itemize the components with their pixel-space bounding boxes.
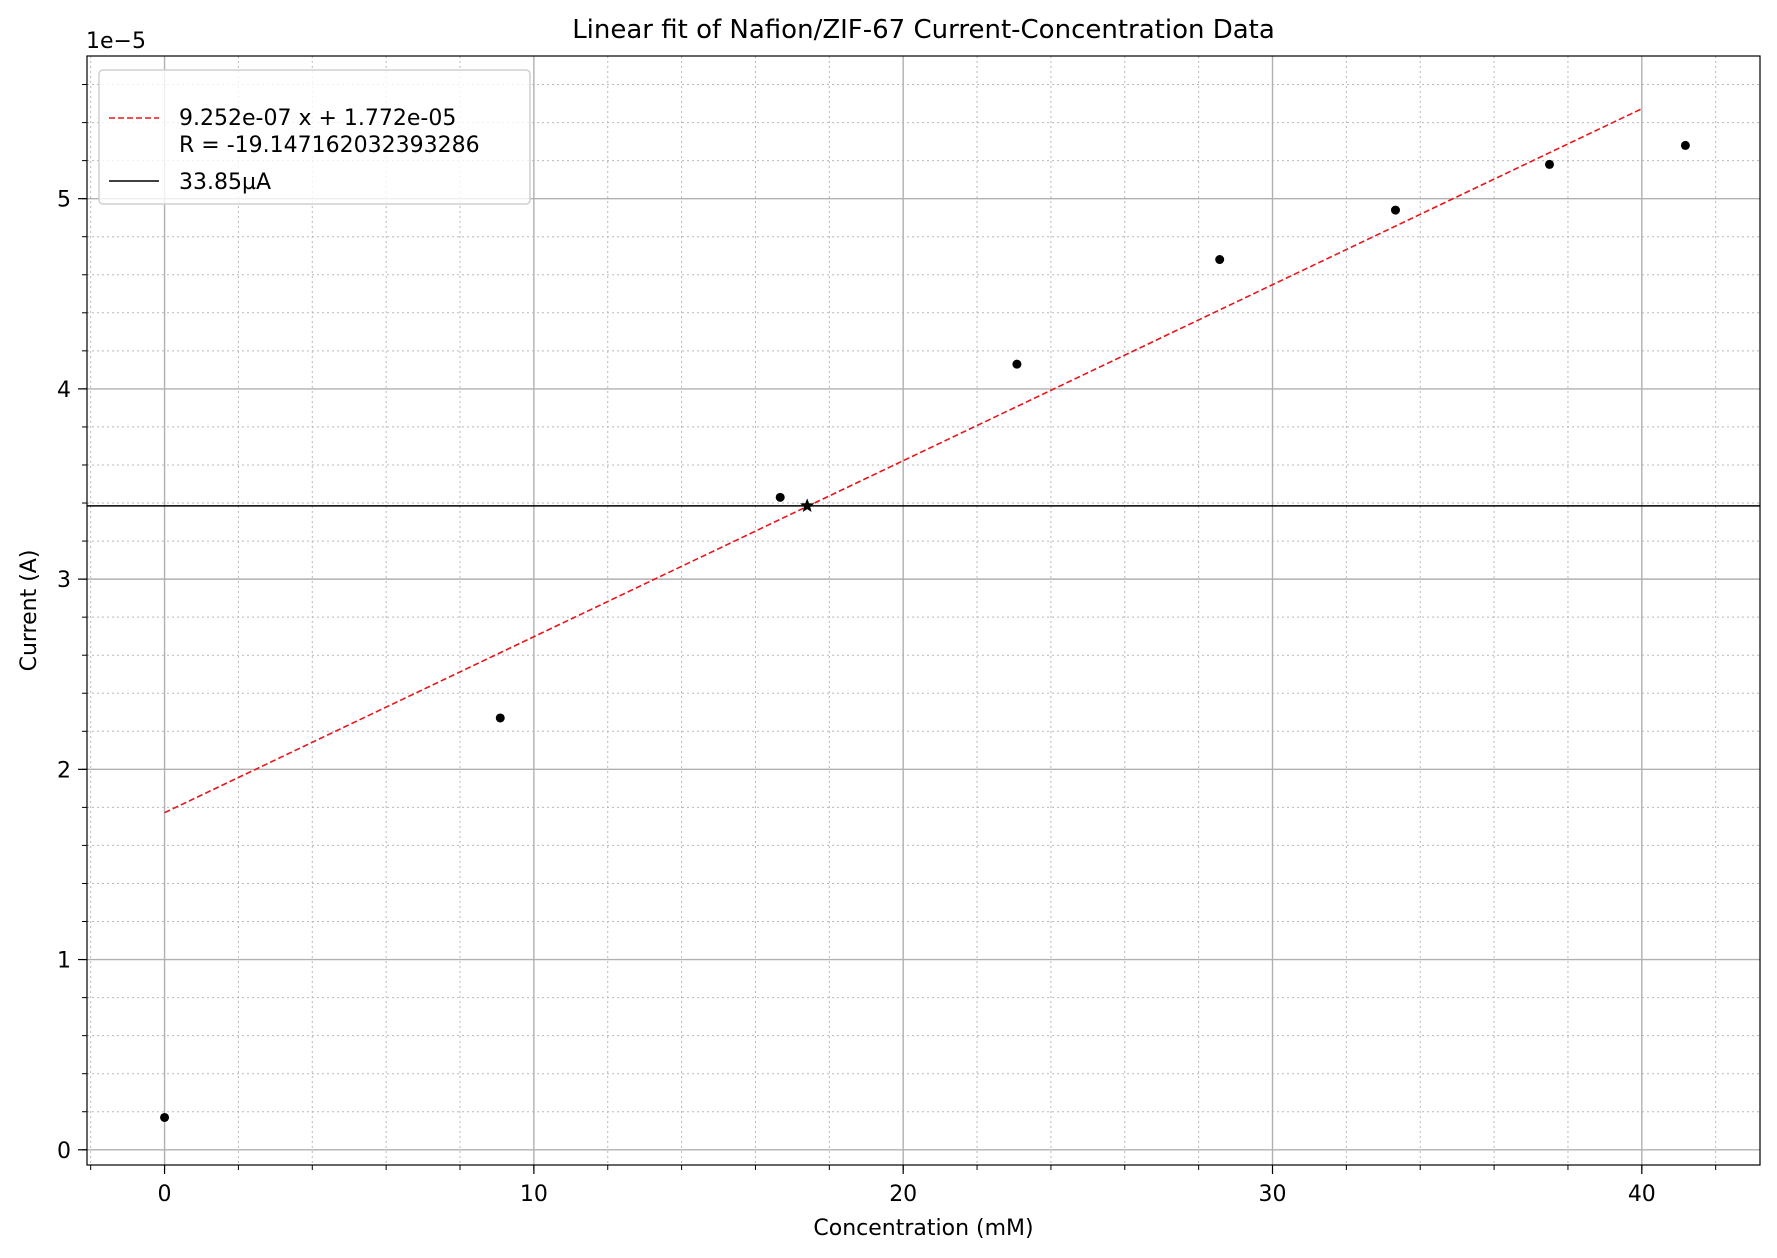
chart-title: Linear fit of Nafion/ZIF-67 Current-Conc… <box>572 15 1275 45</box>
y-axis-offset-label: 1e−5 <box>86 29 146 54</box>
data-point <box>1544 159 1554 169</box>
legend-box <box>98 69 531 205</box>
data-point <box>1390 205 1400 215</box>
y-tick-label: 1 <box>57 949 71 974</box>
data-point <box>1012 359 1022 369</box>
axis-ticks <box>78 84 1717 1174</box>
minor-grid <box>87 56 1760 1165</box>
x-tick-label: 20 <box>889 1182 917 1207</box>
x-tick-label: 10 <box>520 1182 548 1207</box>
legend: 9.252e-07 x + 1.772e-05 R = -19.14716203… <box>98 69 531 205</box>
legend-fit-equation: 9.252e-07 x + 1.772e-05 <box>179 106 456 131</box>
y-tick-label: 2 <box>57 758 71 783</box>
data-point <box>160 1112 170 1122</box>
major-grid <box>87 56 1760 1165</box>
y-tick-label: 3 <box>57 568 71 593</box>
data-point <box>1680 140 1690 150</box>
axis-tick-labels: 0 10 20 30 40 0 1 2 3 4 5 <box>57 188 1656 1207</box>
x-axis-label: Concentration (mM) <box>813 1216 1033 1241</box>
legend-fit-r-value: R = -19.147162032393286 <box>179 133 480 158</box>
intersection-star-marker <box>800 498 815 512</box>
x-tick-label: 0 <box>158 1182 172 1207</box>
data-point <box>1215 255 1225 265</box>
x-tick-label: 40 <box>1628 1182 1656 1207</box>
y-tick-label: 0 <box>57 1139 71 1164</box>
plot-area <box>87 108 1760 1122</box>
data-point <box>775 492 785 502</box>
y-tick-label: 5 <box>57 188 71 213</box>
y-axis-label: Current (A) <box>17 550 42 672</box>
data-point <box>495 713 505 723</box>
legend-hline-label: 33.85µA <box>179 170 271 195</box>
x-tick-label: 30 <box>1259 1182 1287 1207</box>
y-tick-label: 4 <box>57 378 71 403</box>
plot-frame <box>86 55 1761 1166</box>
fit-line <box>164 108 1643 814</box>
